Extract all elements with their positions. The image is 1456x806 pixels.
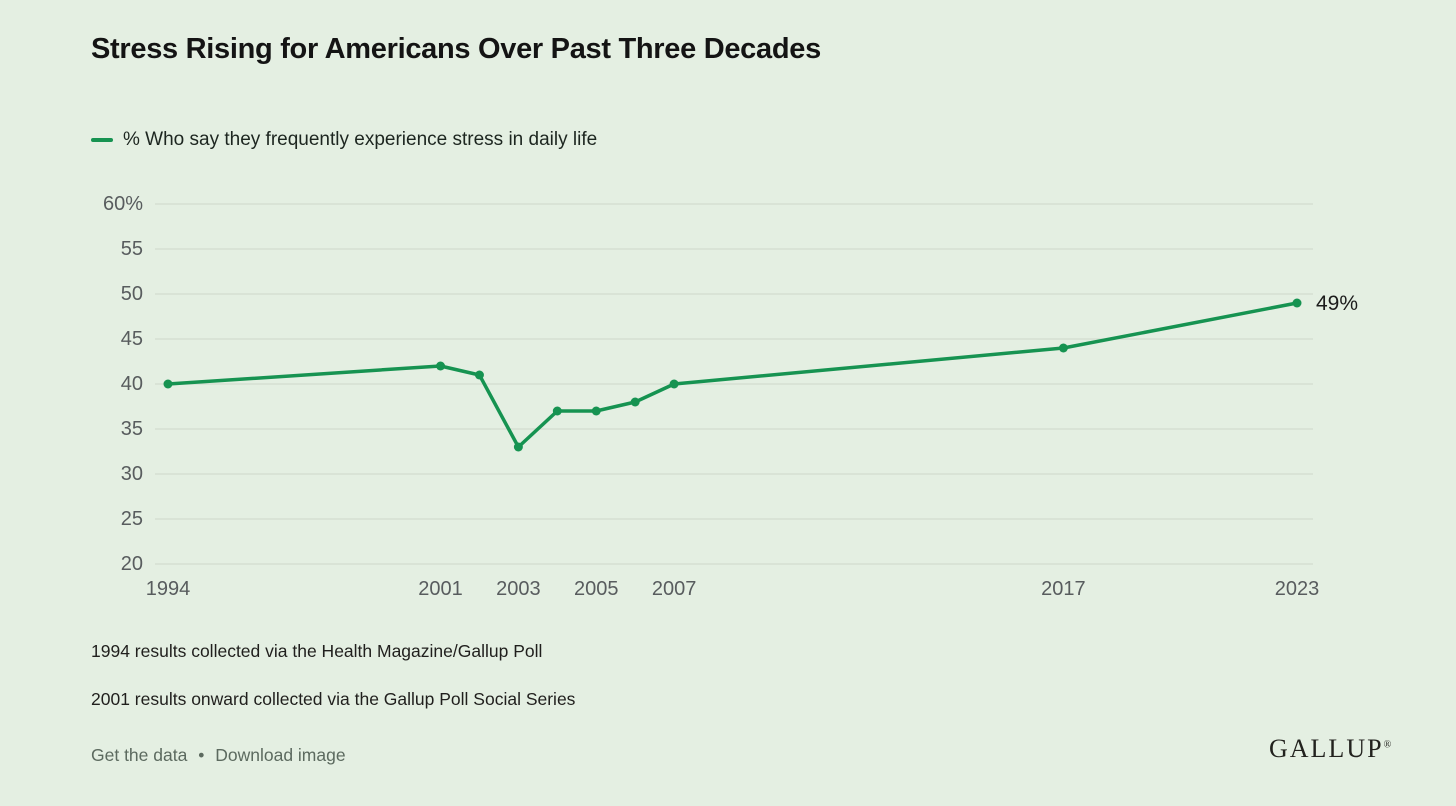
- x-tick-label: 2001: [418, 578, 463, 600]
- y-tick-label: 35: [121, 418, 143, 440]
- stress-line: [166, 301, 1299, 449]
- data-point: [513, 442, 523, 452]
- legend-label: % Who say they frequently experience str…: [123, 129, 598, 150]
- data-point: [552, 406, 562, 416]
- data-point: [669, 379, 679, 389]
- y-tick-label: 60%: [103, 193, 143, 215]
- data-point: [630, 397, 640, 407]
- data-point: [474, 370, 484, 380]
- end-value-label: 49%: [1316, 292, 1358, 315]
- registered-mark: ®: [1383, 739, 1392, 751]
- footnote-2001: 2001 results onward collected via the Ga…: [91, 689, 576, 709]
- footnote-1994: 1994 results collected via the Health Ma…: [91, 641, 543, 661]
- data-point: [163, 379, 173, 389]
- link-separator: •: [198, 745, 205, 765]
- x-tick-label: 2003: [496, 578, 541, 600]
- legend-line-swatch: [91, 138, 113, 142]
- gallup-logo-text: GALLUP: [1269, 734, 1384, 763]
- download-image-link[interactable]: Download image: [215, 745, 346, 765]
- x-tick-label: 2007: [652, 578, 697, 600]
- y-tick-label: 45: [121, 328, 143, 350]
- y-tick-label: 55: [121, 238, 143, 260]
- line-chart: 20 25 30 35 40 45 50 55 60% 1994 2001 2003 2005 2007 2…: [103, 193, 1358, 600]
- y-tick-label: 40: [121, 373, 143, 395]
- data-point: [436, 361, 446, 371]
- data-point: [1292, 298, 1302, 308]
- x-tick-label: 2017: [1041, 578, 1086, 600]
- footer-links: Get the data • Download image: [91, 745, 346, 766]
- data-point: [1058, 343, 1068, 353]
- y-tick-label: 25: [121, 508, 143, 530]
- x-tick-label: 2005: [574, 578, 619, 600]
- y-tick-label: 50: [121, 283, 143, 305]
- x-tick-label: 2023: [1275, 578, 1320, 600]
- y-tick-label: 20: [121, 553, 143, 575]
- chart-title: Stress Rising for Americans Over Past Th…: [91, 33, 821, 65]
- get-the-data-link[interactable]: Get the data: [91, 745, 188, 765]
- legend: % Who say they frequently experience str…: [91, 129, 597, 151]
- gallup-logo: GALLUP®: [1269, 734, 1391, 764]
- y-tick-label: 30: [121, 463, 143, 485]
- data-point: [591, 406, 601, 416]
- x-tick-label: 1994: [146, 578, 191, 600]
